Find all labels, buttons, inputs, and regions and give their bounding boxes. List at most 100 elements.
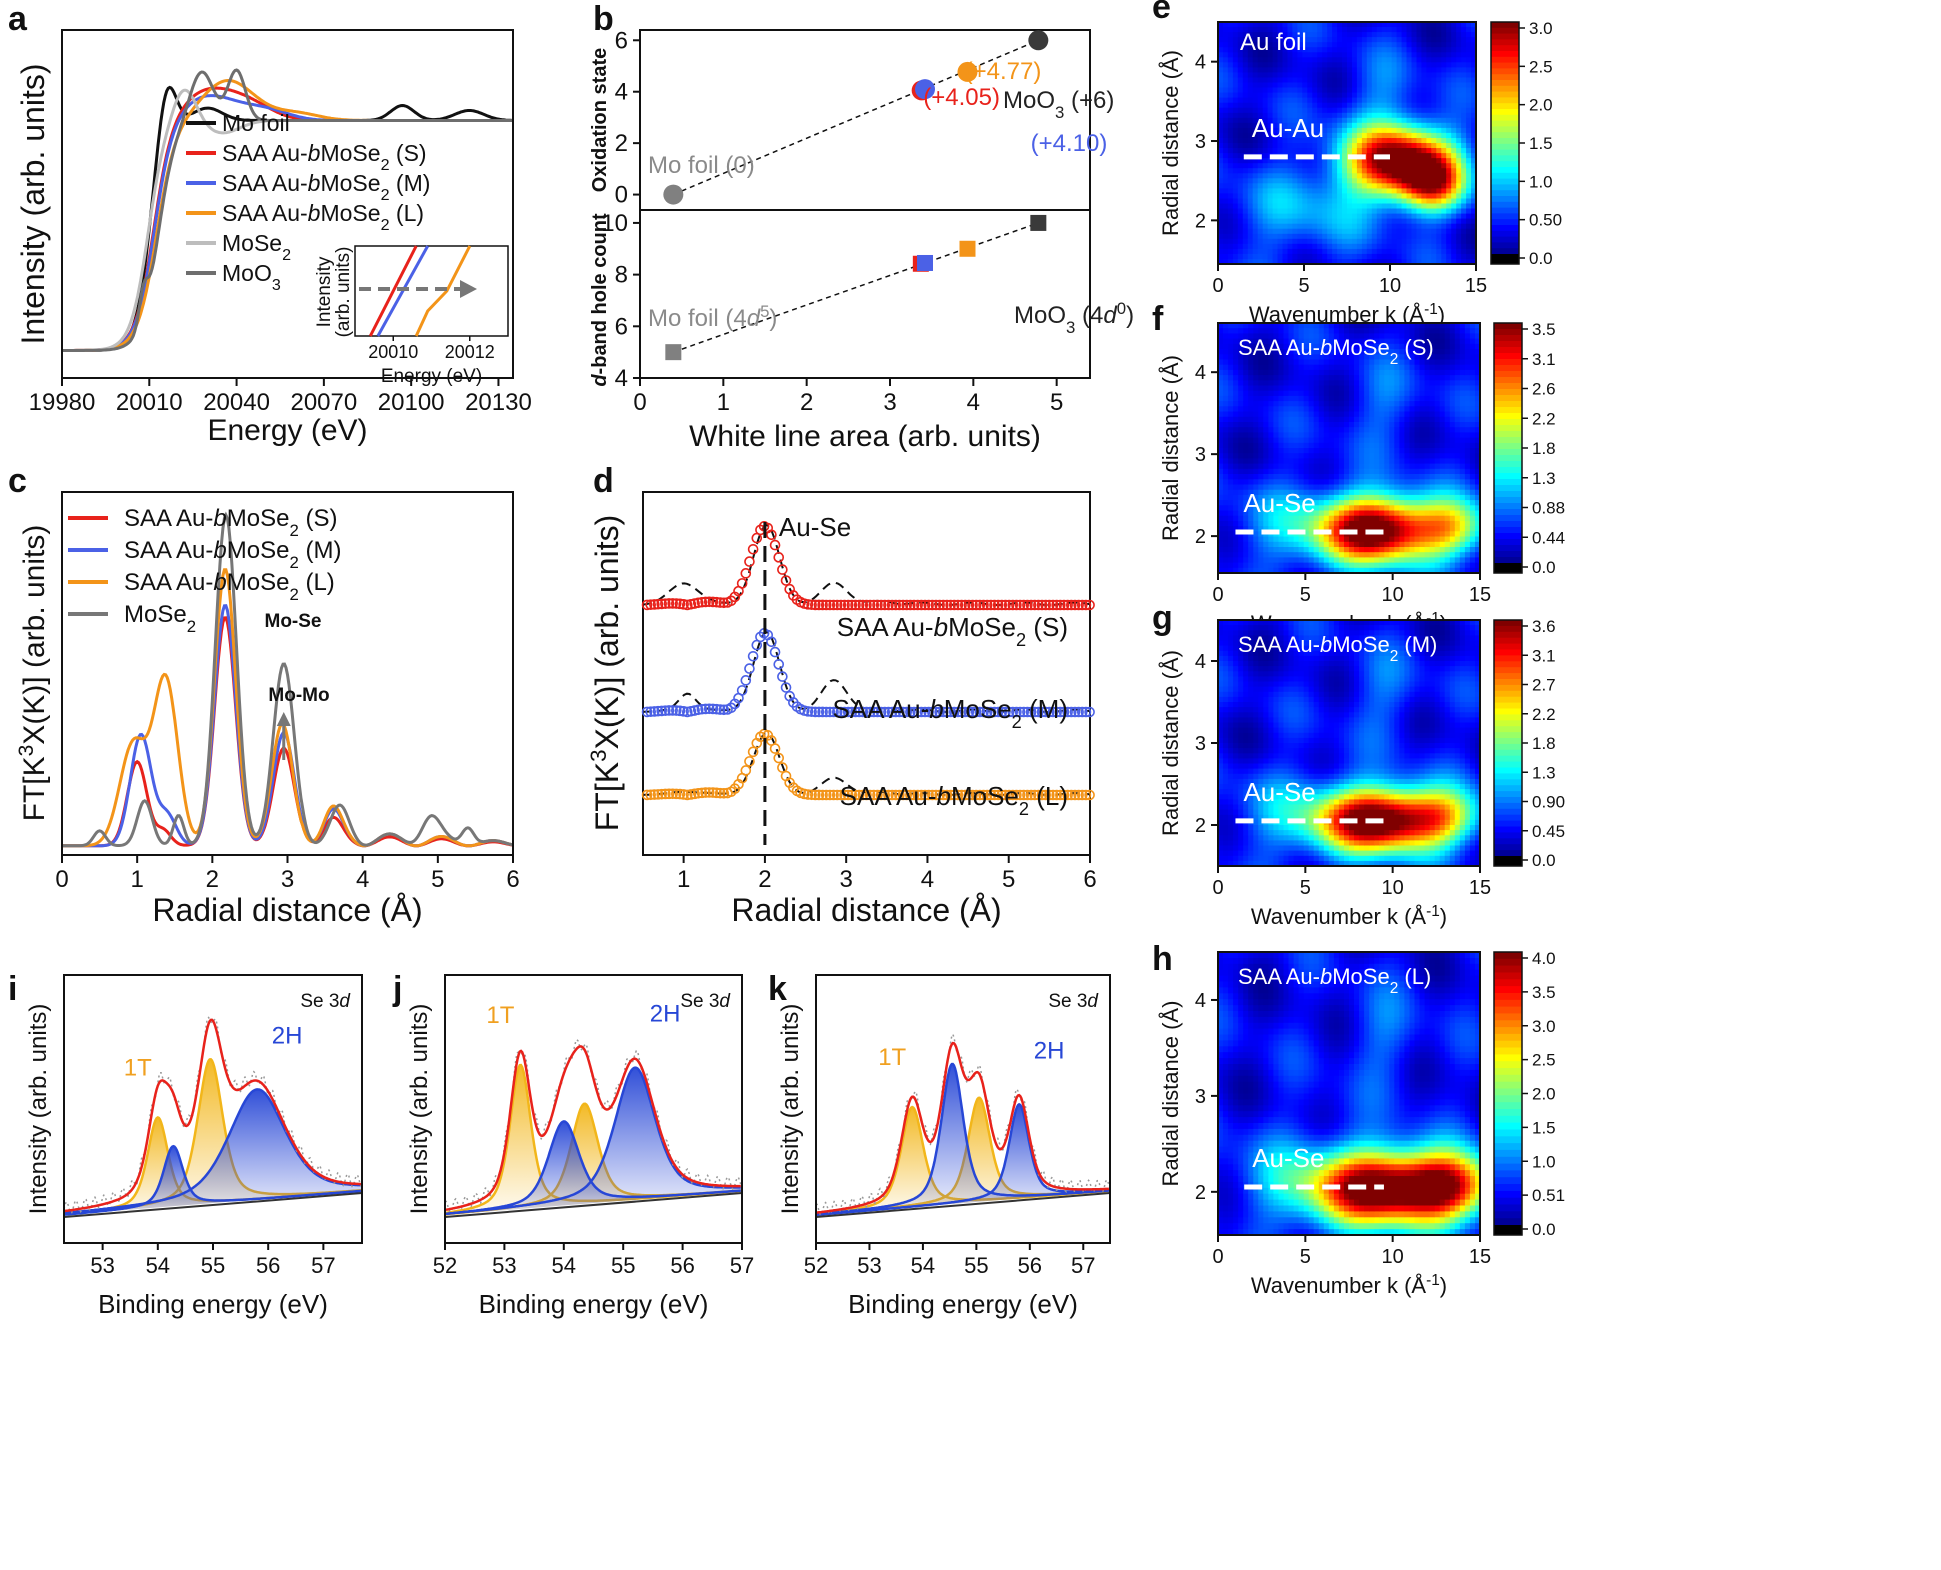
ft-fit-marker — [773, 659, 785, 670]
heatmap-cell — [1333, 442, 1340, 449]
heatmap-cell — [1272, 92, 1279, 99]
heatmap-cell — [1337, 107, 1343, 114]
heatmap-cell — [1391, 37, 1398, 43]
heatmap-cell — [1242, 72, 1249, 78]
heatmap-cell — [1411, 42, 1418, 48]
heatmap-cell — [1232, 193, 1239, 199]
heatmap-cell — [1461, 248, 1467, 255]
heatmap-cell — [1441, 97, 1447, 104]
heatmap-cell — [1391, 127, 1398, 134]
heatmap-cell — [1328, 427, 1335, 433]
heatmap-cell — [1227, 153, 1234, 159]
heatmap-cell — [1406, 158, 1413, 164]
heatmap-cell — [1431, 42, 1437, 48]
heatmap-cell — [1267, 97, 1274, 104]
heatmap-cell — [1359, 479, 1365, 486]
heatmap-cell — [1282, 67, 1289, 73]
heatmap-cell — [1389, 422, 1395, 428]
heatmap-cell — [1328, 416, 1335, 423]
colorbar-cell — [1491, 248, 1519, 255]
heatmap-cell — [1371, 82, 1378, 89]
heatmap-cell — [1356, 62, 1363, 68]
heatmap-cell — [1223, 223, 1229, 230]
heatmap-cell — [1349, 427, 1355, 433]
heatmap-cell — [1277, 193, 1284, 199]
heatmap-cell — [1391, 72, 1398, 78]
heatmap-cell — [1399, 463, 1405, 470]
heatmap-cell — [1278, 416, 1285, 423]
heatmap-cell — [1386, 138, 1393, 144]
heatmap-cell — [1228, 515, 1234, 522]
heatmap-cell — [1243, 552, 1249, 558]
heatmap-cell — [1247, 198, 1254, 205]
heatmap-cell — [1399, 369, 1405, 376]
heatmap-cell — [1308, 432, 1315, 439]
heatmap-cell — [1389, 531, 1395, 538]
heatmap-cell — [1466, 37, 1472, 43]
heatmap-cell — [1227, 203, 1234, 210]
heatmap-cell — [1389, 474, 1395, 480]
heatmap-cell — [1446, 228, 1452, 235]
ft-fit-marker — [1051, 599, 1062, 611]
heatmap-cell — [1391, 32, 1398, 38]
heatmap-cell — [1406, 67, 1413, 73]
ft-fit-marker — [875, 789, 887, 801]
heatmap-cell — [1277, 82, 1284, 89]
heatmap-cell — [1273, 432, 1279, 439]
heatmap-cell — [1431, 178, 1437, 184]
heatmap-cell — [1252, 148, 1259, 154]
ft-fit-marker — [908, 706, 920, 718]
heatmap-cell — [1342, 213, 1348, 220]
heatmap-cell — [1227, 253, 1234, 260]
heatmap-cell — [1312, 228, 1318, 235]
heatmap-cell — [1303, 416, 1310, 423]
text-part: FT[K — [589, 762, 625, 831]
heatmap-cell — [1404, 500, 1410, 506]
heatmap-cell — [1323, 494, 1330, 501]
heatmap-cell — [1318, 390, 1325, 397]
heatmap-cell — [1379, 515, 1385, 522]
heatmap-cell — [1401, 107, 1408, 114]
heatmap-cell — [1359, 541, 1365, 548]
heatmap-cell — [1396, 117, 1403, 124]
heatmap-cell — [1338, 463, 1345, 470]
heatmap-cell — [1232, 107, 1239, 114]
heatmap-cell — [1288, 453, 1295, 459]
heatmap-cell — [1384, 453, 1390, 459]
heatmap-cell — [1233, 479, 1239, 486]
heatmap-cell — [1349, 547, 1355, 553]
heatmap-cell — [1344, 406, 1350, 413]
heatmap-cell — [1313, 468, 1320, 475]
heatmap-cell — [1253, 536, 1259, 543]
label-mo-foil: Mo foil (0) — [648, 152, 755, 179]
heatmap-cell — [1376, 198, 1383, 205]
heatmap-cell — [1312, 97, 1318, 104]
heatmap-cell — [1376, 122, 1383, 129]
heatmap-cell — [1456, 178, 1462, 184]
heatmap-cell — [1238, 437, 1244, 444]
heatmap-cell — [1431, 198, 1437, 205]
colorbar-cell — [1491, 74, 1519, 81]
heatmap-cell — [1252, 193, 1259, 199]
heatmap-cell — [1399, 552, 1405, 558]
heatmap-cell — [1282, 92, 1289, 99]
heatmap-cell — [1396, 138, 1403, 144]
heatmap-cell — [1332, 208, 1338, 215]
heatmap-cell — [1356, 168, 1363, 174]
heatmap-cell — [1401, 62, 1408, 68]
heatmap-cell — [1352, 62, 1358, 68]
heatmap-cell — [1456, 87, 1462, 94]
heatmap-cell — [1317, 62, 1323, 68]
heatmap-cell — [1342, 153, 1348, 159]
heatmap-cell — [1252, 82, 1259, 89]
heatmap-cell — [1233, 557, 1239, 564]
heatmap-cell — [1431, 102, 1437, 109]
x-tick-label: 2 — [800, 389, 813, 416]
heatmap-cell — [1352, 213, 1358, 220]
ft-fit-marker — [916, 599, 927, 611]
heatmap-cell — [1237, 248, 1244, 255]
heatmap-cell — [1441, 72, 1447, 78]
text-part: MoSe — [222, 230, 282, 256]
heatmap-cell — [1436, 218, 1442, 225]
heatmap-cell — [1347, 183, 1353, 189]
